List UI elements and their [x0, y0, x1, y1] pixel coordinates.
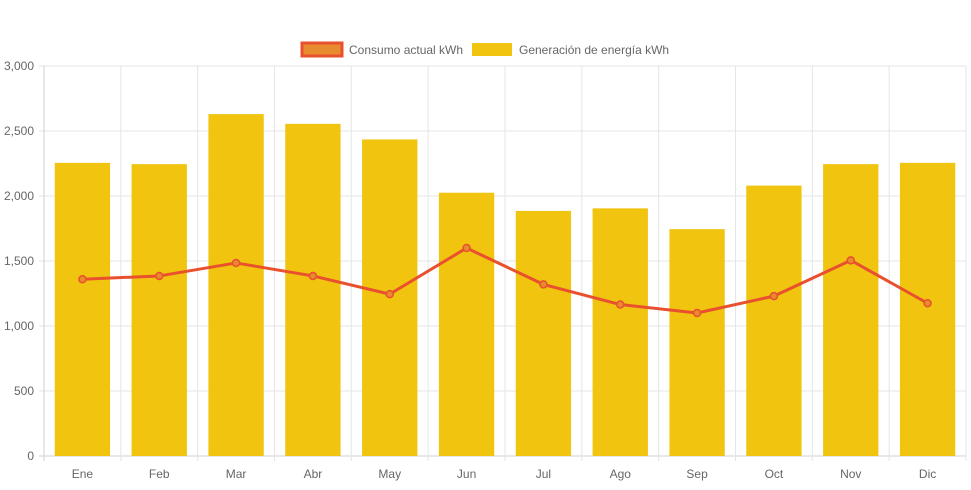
x-tick-label: Ago — [610, 467, 632, 481]
point-consumo-jun[interactable] — [462, 243, 471, 253]
x-tick-label: Dic — [919, 467, 936, 481]
bar-generacion-ago[interactable] — [592, 208, 648, 456]
point-consumo-feb[interactable] — [155, 271, 164, 281]
y-tick-label: 0 — [27, 449, 34, 463]
y-tick-label: 1,000 — [4, 319, 34, 333]
bar-generacion-mar[interactable] — [208, 114, 264, 456]
legend: Consumo actual kWh Generación de energía… — [300, 41, 669, 58]
x-tick-label: Feb — [149, 467, 170, 481]
point-consumo-ago[interactable] — [616, 300, 625, 309]
x-tick-label: Nov — [840, 467, 861, 481]
bar-generacion-nov[interactable] — [823, 164, 879, 456]
x-tick-label: Jun — [457, 467, 476, 481]
x-tick-label: Oct — [765, 467, 784, 481]
point-consumo-dic[interactable] — [923, 299, 932, 308]
grid-lines — [39, 65, 967, 461]
y-tick-label: 500 — [14, 384, 34, 398]
y-axis-ticks: 0 500 1,000 1,500 2,000 2,500 3,000 — [4, 59, 34, 463]
bar-generacion-ene[interactable] — [54, 162, 111, 456]
point-consumo-sep[interactable] — [692, 308, 702, 318]
point-consumo-nov[interactable] — [846, 256, 855, 265]
point-consumo-ene[interactable] — [78, 274, 87, 284]
y-tick-label: 1,500 — [4, 254, 34, 268]
bar-generacion-dic[interactable] — [899, 162, 956, 456]
x-tick-label: May — [378, 467, 401, 481]
bar-generacion-abr[interactable] — [285, 123, 341, 456]
x-tick-label: Ene — [72, 467, 94, 481]
bars — [54, 114, 956, 456]
y-tick-label: 2,500 — [4, 124, 34, 138]
y-tick-label: 3,000 — [4, 59, 34, 73]
point-consumo-may[interactable] — [385, 289, 394, 299]
x-axis-ticks: Ene Feb Mar Abr May Jun Jul Ago Sep Oct Nov Dic — [72, 467, 937, 481]
y-tick-label: 2,000 — [4, 189, 34, 203]
bar-generacion-jul[interactable] — [515, 210, 572, 456]
legend-swatch-consumo[interactable] — [300, 41, 344, 58]
point-consumo-jul[interactable] — [539, 280, 548, 289]
legend-swatch-generacion[interactable] — [472, 43, 512, 56]
bar-generacion-oct[interactable] — [746, 185, 802, 456]
point-consumo-abr[interactable] — [308, 271, 318, 281]
point-consumo-oct[interactable] — [769, 291, 779, 301]
point-consumo-mar[interactable] — [231, 258, 241, 268]
x-tick-label: Sep — [686, 467, 708, 481]
consumo-line — [82, 246, 929, 315]
legend-label-consumo[interactable]: Consumo actual kWh — [349, 43, 463, 57]
consumo-line-group — [78, 243, 932, 318]
bar-generacion-feb[interactable] — [131, 164, 187, 456]
x-tick-label: Abr — [304, 467, 323, 481]
x-tick-label: Jul — [536, 467, 551, 481]
legend-label-generacion[interactable]: Generación de energía kWh — [519, 43, 669, 57]
bar-generacion-jun[interactable] — [438, 192, 495, 456]
x-tick-label: Mar — [226, 467, 247, 481]
bar-generacion-sep[interactable] — [669, 229, 725, 456]
